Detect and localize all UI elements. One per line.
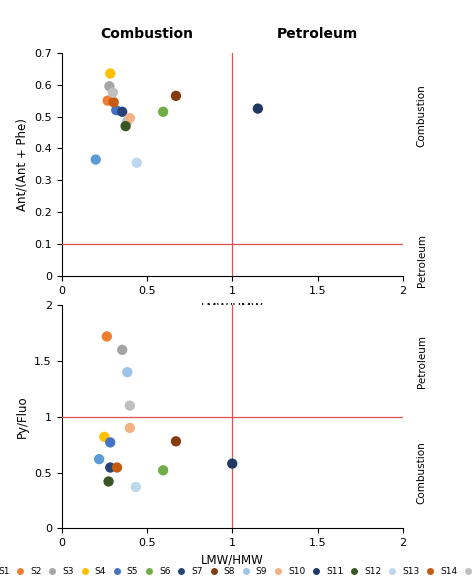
Point (103, 332, 110, 341)
Point (92, 155, 100, 164)
Point (112, 106, 120, 115)
Point (104, 96, 111, 105)
X-axis label: LMW/HMW: LMW/HMW (201, 554, 264, 566)
Point (228, 459, 236, 468)
Point (159, 465, 167, 475)
Point (122, 122, 129, 131)
Point (110, 97, 118, 107)
Point (159, 107, 167, 116)
Point (107, 69, 114, 78)
Point (132, 483, 140, 492)
Point (95, 454, 103, 464)
Point (126, 423, 134, 433)
Point (118, 345, 126, 355)
Point (172, 91, 180, 100)
Point (254, 104, 262, 113)
Point (109, 88, 117, 97)
Point (105, 477, 112, 486)
Y-axis label: Py/Fluo: Py/Fluo (16, 396, 29, 438)
Text: Combustion: Combustion (417, 84, 427, 147)
Point (107, 463, 114, 472)
Point (118, 107, 126, 116)
Text: Combustion: Combustion (100, 27, 193, 41)
Point (124, 367, 131, 377)
Point (133, 158, 140, 167)
Text: Petroleum: Petroleum (417, 234, 427, 287)
Y-axis label: Ant/(Ant + Phe): Ant/(Ant + Phe) (16, 118, 28, 211)
Point (172, 437, 180, 446)
Point (107, 438, 114, 447)
Point (126, 113, 134, 123)
Text: Combustion: Combustion (417, 441, 427, 504)
Point (126, 401, 134, 410)
X-axis label: LMW/HMW: LMW/HMW (201, 301, 264, 314)
Point (113, 463, 121, 472)
Text: Petroleum: Petroleum (417, 335, 427, 387)
Text: Petroleum: Petroleum (277, 27, 358, 41)
Point (100, 432, 108, 441)
Point (124, 117, 131, 126)
Legend: S1, S2, S3, S4, S5, S6, S7, S8, S9, S10, S11, S12, S13, S14, S15: S1, S2, S3, S4, S5, S6, S7, S8, S9, S10,… (0, 564, 474, 579)
Point (106, 82, 113, 91)
